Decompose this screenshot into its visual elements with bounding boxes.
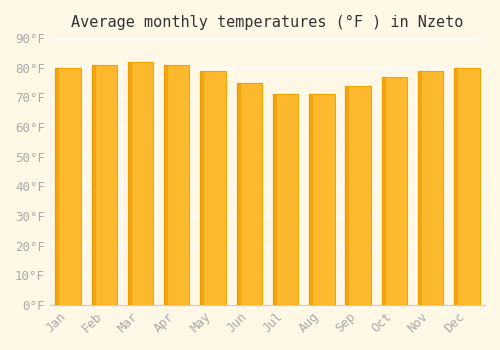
Bar xyxy=(454,68,457,305)
Bar xyxy=(236,83,240,305)
Bar xyxy=(273,94,298,305)
Bar xyxy=(164,65,167,305)
Bar xyxy=(128,62,131,305)
Title: Average monthly temperatures (°F ) in Nzeto: Average monthly temperatures (°F ) in Nz… xyxy=(71,15,464,30)
Bar xyxy=(309,94,334,305)
Bar xyxy=(273,94,276,305)
Bar xyxy=(418,71,444,305)
Bar xyxy=(56,68,58,305)
Bar xyxy=(92,65,94,305)
Bar xyxy=(200,71,226,305)
Bar xyxy=(454,68,479,305)
Bar xyxy=(418,71,421,305)
Bar xyxy=(236,83,262,305)
Bar xyxy=(382,77,407,305)
Bar xyxy=(164,65,190,305)
Bar xyxy=(309,94,312,305)
Bar xyxy=(346,86,348,305)
Bar xyxy=(382,77,384,305)
Bar xyxy=(128,62,153,305)
Bar xyxy=(200,71,203,305)
Bar xyxy=(346,86,371,305)
Bar xyxy=(56,68,80,305)
Bar xyxy=(92,65,117,305)
